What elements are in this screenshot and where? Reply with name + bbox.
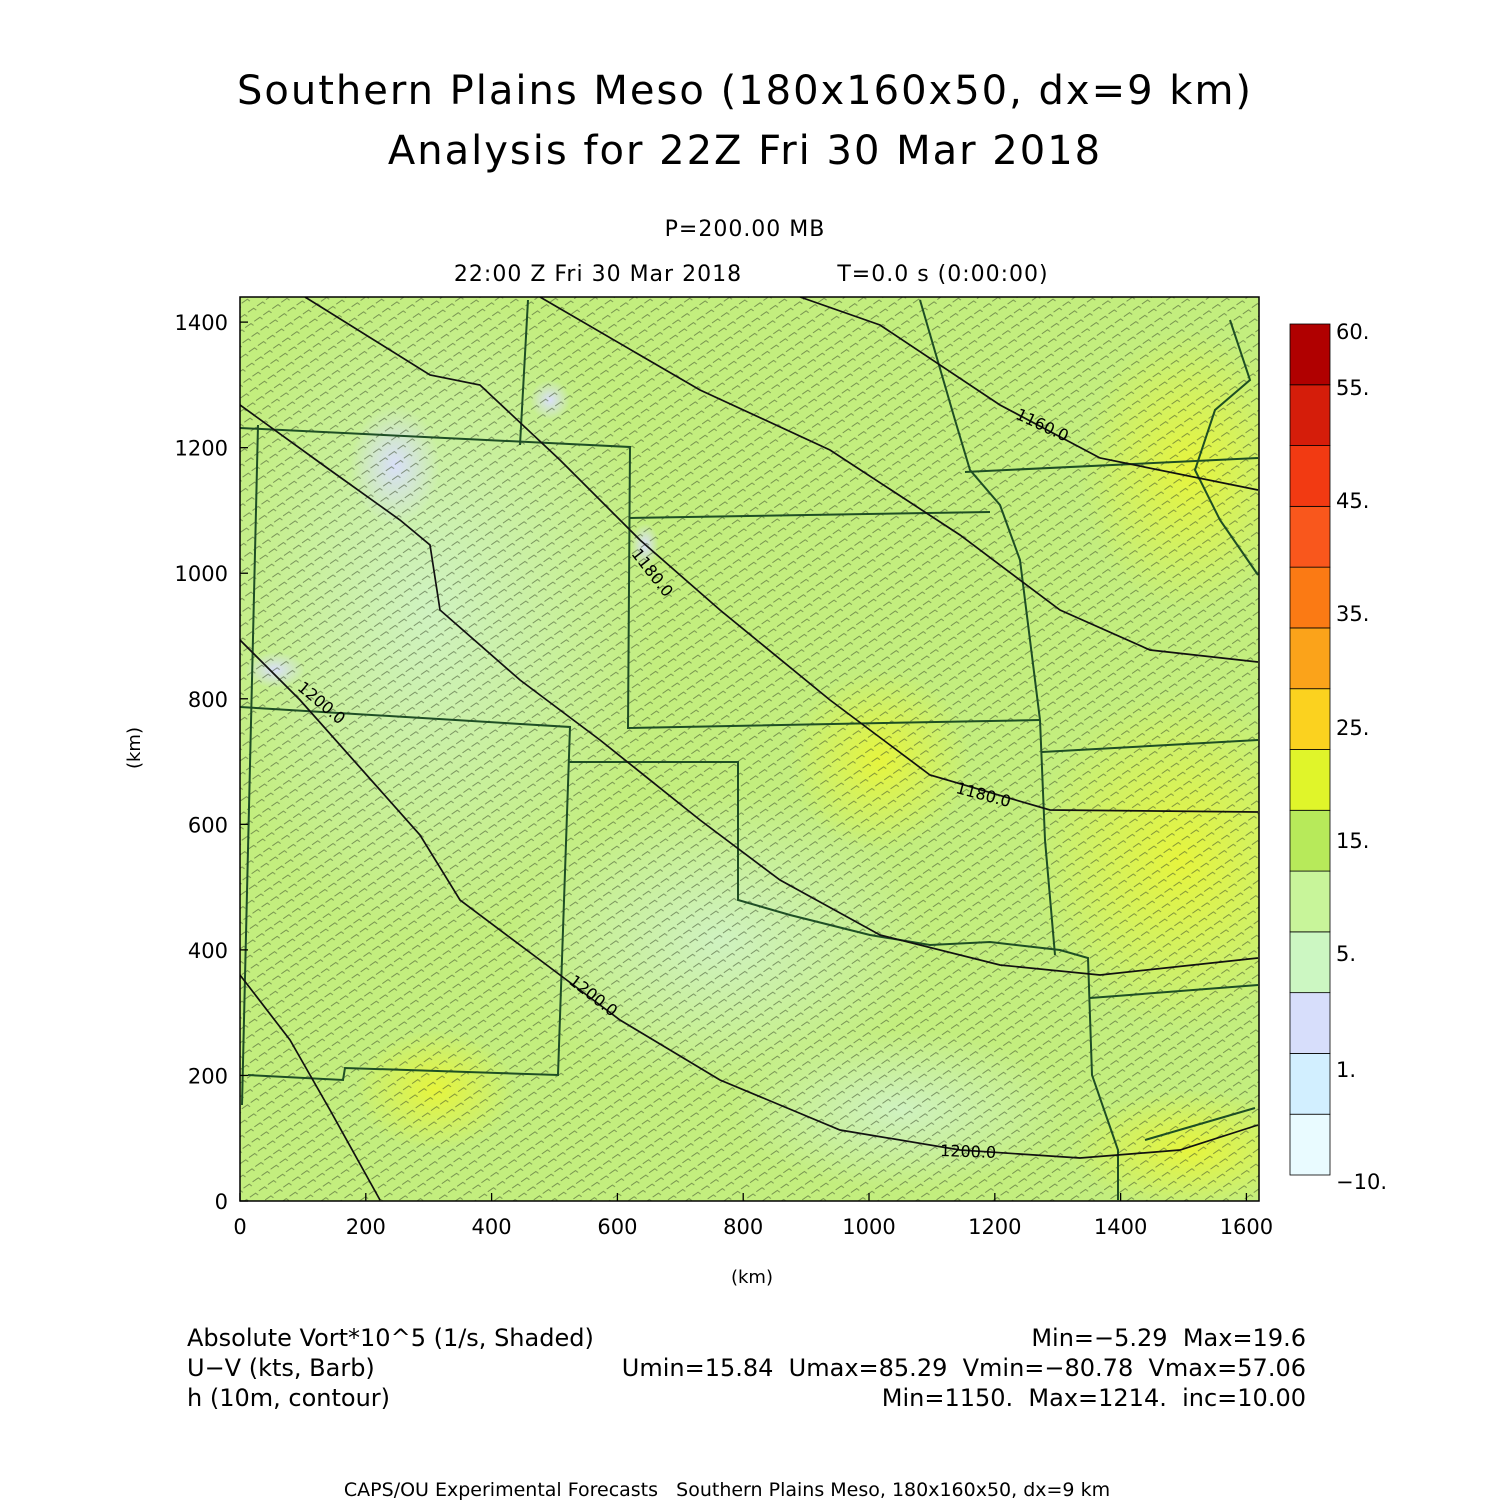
boundary-line	[1039, 719, 1056, 956]
state-boundaries	[240, 299, 1259, 1200]
boundary-line	[1089, 984, 1259, 999]
vorticity-shading	[240, 297, 1259, 1201]
colorbar-label: 45.	[1336, 489, 1369, 513]
field-name: Absolute Vort*10^5 (1/s, Shaded)	[187, 1324, 594, 1352]
y-tick-label: 600	[188, 813, 228, 837]
contour-line	[240, 404, 1259, 976]
contour-line	[240, 974, 381, 1201]
valid-time: 22:00 Z Fri 30 Mar 2018	[454, 262, 742, 287]
colorbar-label: 35.	[1336, 602, 1369, 626]
field-name: U−V (kts, Barb)	[187, 1354, 375, 1382]
field-stats: Min=−5.29 Max=19.6	[1031, 1324, 1306, 1352]
boundary-line	[964, 457, 1259, 473]
x-tick-label: 400	[472, 1215, 512, 1239]
contour-label: 1200.0	[940, 1141, 997, 1162]
contour-line	[799, 297, 1259, 491]
colorbar-label: 25.	[1336, 716, 1369, 740]
y-axis: 0 200 400 600 800 1000 1200 1400	[175, 311, 248, 1214]
boundary-line	[1144, 1107, 1256, 1141]
colorbar-swatch	[1289, 1053, 1331, 1115]
boundary-line	[1041, 739, 1259, 753]
contour-line	[240, 639, 1259, 1159]
colorbar-label: 60.	[1336, 320, 1369, 344]
contour-line	[539, 297, 1259, 663]
boundary-line	[568, 761, 1119, 1200]
field-stats: Umin=15.84 Umax=85.29 Vmin=−80.78 Vmax=5…	[622, 1354, 1306, 1382]
colorbar-swatch	[1289, 992, 1331, 1054]
field-name: h (10m, contour)	[187, 1384, 390, 1412]
y-tick-label: 200	[188, 1064, 228, 1088]
colorbar-label: 1.	[1336, 1058, 1356, 1082]
colorbar-swatch	[1289, 505, 1331, 568]
contour-line	[304, 297, 1259, 813]
boundary-line	[240, 427, 1041, 730]
height-contours	[240, 297, 1259, 1201]
forecast-time: T=0.0 s (0:00:00)	[836, 262, 1048, 287]
colorbar-swatch	[1289, 809, 1331, 872]
colorbar-swatch	[1289, 384, 1331, 446]
y-tick-label: 800	[188, 688, 228, 712]
boundary-line	[629, 511, 991, 519]
x-tick-label: 0	[233, 1215, 246, 1239]
x-tick-label: 600	[597, 1215, 637, 1239]
x-tick-label: 1600	[1220, 1215, 1273, 1239]
boundary-line	[240, 706, 572, 1082]
chart-title: Southern Plains Meso (180x160x50, dx=9 k…	[237, 68, 1253, 114]
pressure-level: P=200.00 MB	[665, 217, 826, 242]
chart-subtitle: Analysis for 22Z Fri 30 Mar 2018	[388, 128, 1102, 174]
footer-credit: CAPS/OU Experimental Forecasts Southern …	[344, 1479, 1110, 1500]
colorbar-swatch	[1289, 688, 1331, 750]
colorbar-swatch	[1289, 566, 1331, 629]
y-axis-label: (km)	[124, 727, 145, 769]
colorbar-swatch	[1289, 323, 1331, 386]
colorbar-label: −10.	[1336, 1170, 1387, 1194]
x-axis-label: (km)	[731, 1267, 773, 1288]
boundary-line	[919, 299, 1041, 721]
colorbar-label: 5.	[1336, 942, 1356, 966]
x-tick-label: 1400	[1094, 1215, 1147, 1239]
colorbar-swatch	[1289, 445, 1331, 507]
y-tick-label: 1200	[175, 437, 228, 461]
y-tick-label: 400	[188, 939, 228, 963]
y-tick-label: 1000	[175, 562, 228, 586]
plot-frame	[239, 296, 1260, 1202]
colorbar-swatch	[1289, 870, 1331, 933]
y-tick-label: 1400	[175, 311, 228, 335]
x-tick-label: 1000	[842, 1215, 895, 1239]
boundary-line	[241, 424, 259, 1106]
colorbar-swatch	[1289, 1113, 1331, 1176]
x-tick-label: 200	[346, 1215, 386, 1239]
colorbar-label: 15.	[1336, 829, 1369, 853]
x-tick-label: 800	[723, 1215, 763, 1239]
y-tick-label: 0	[215, 1190, 228, 1214]
x-tick-label: 1200	[968, 1215, 1021, 1239]
colorbar-swatch	[1289, 627, 1331, 690]
x-axis: 0 200 400 600 800 1000 1200 1400 1600	[233, 1193, 1273, 1239]
colorbar-swatch	[1289, 931, 1331, 994]
colorbar-label: 55.	[1336, 376, 1369, 400]
boundary-line	[1193, 319, 1259, 576]
boundary-line	[519, 299, 529, 446]
colorbar: 60. 55. 45. 35. 25. 15. 5. 1. −10.	[1289, 320, 1387, 1194]
colorbar-swatch	[1289, 749, 1331, 811]
field-stats: Min=1150. Max=1214. inc=10.00	[882, 1384, 1306, 1412]
